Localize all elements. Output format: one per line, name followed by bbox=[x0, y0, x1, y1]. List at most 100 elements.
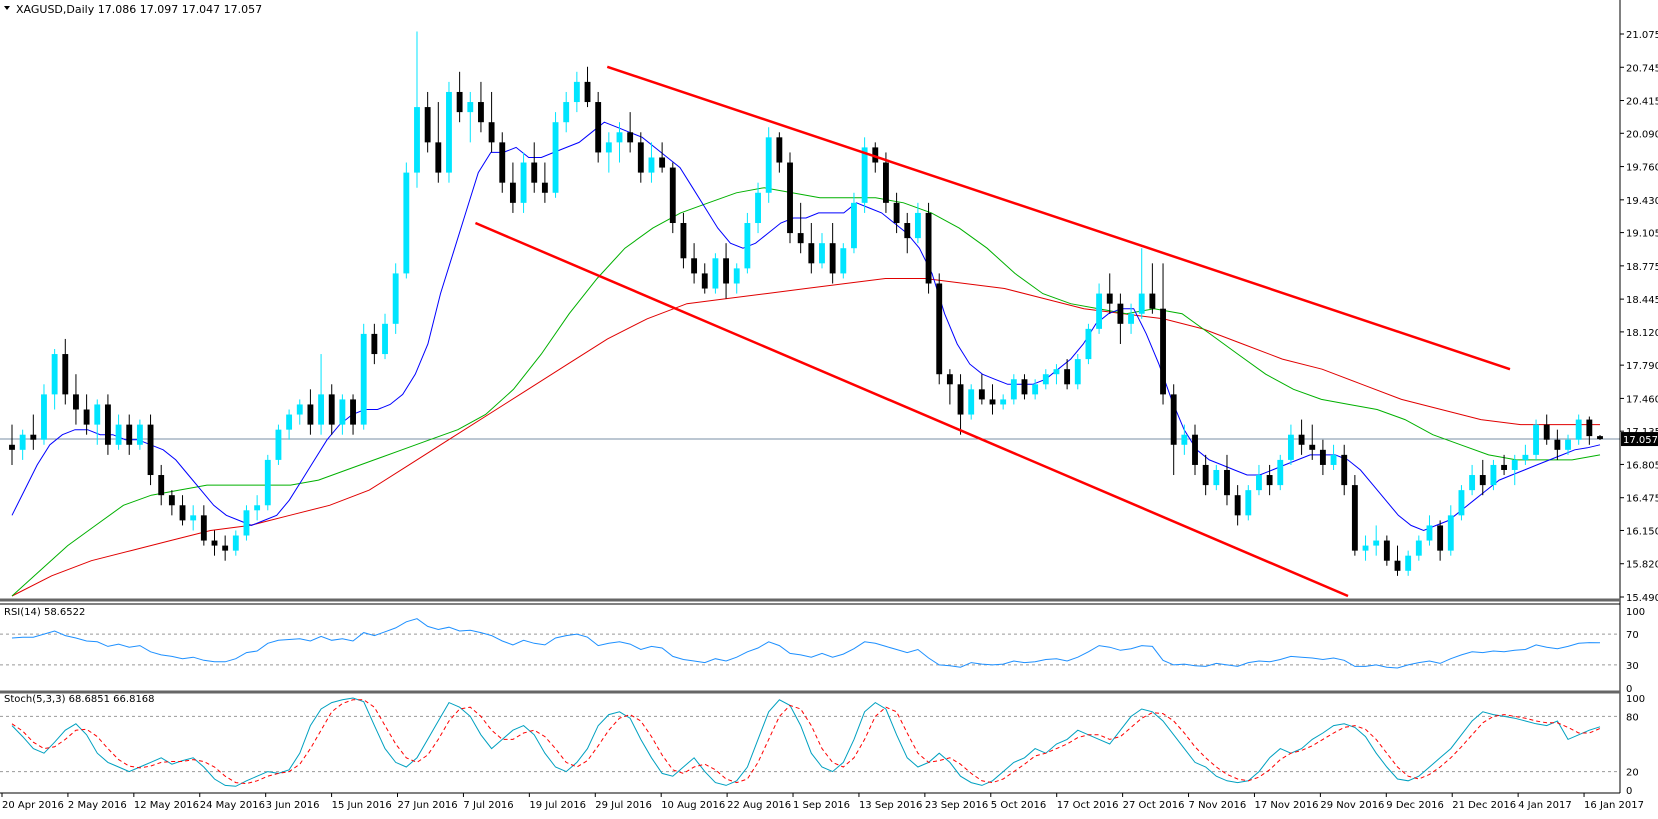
stoch-tick-label: 0 bbox=[1626, 786, 1632, 797]
rsi-pane[interactable] bbox=[0, 618, 1620, 669]
candle-body bbox=[1053, 369, 1060, 375]
candle-body bbox=[648, 157, 655, 173]
candle-body bbox=[94, 404, 101, 425]
candle-body bbox=[723, 258, 729, 284]
y-tick-label: 15.490 bbox=[1626, 593, 1658, 604]
candle-body bbox=[318, 394, 325, 425]
candle-body bbox=[627, 132, 634, 143]
candle-body bbox=[797, 233, 804, 244]
menu-triangle-icon[interactable] bbox=[4, 6, 10, 10]
candle-body bbox=[1117, 303, 1124, 324]
candle-body bbox=[211, 540, 218, 546]
stoch-tick-label: 20 bbox=[1626, 768, 1639, 779]
x-tick-label: 22 Aug 2016 bbox=[727, 800, 791, 811]
y-tick-label: 19.430 bbox=[1626, 196, 1658, 207]
candle-body bbox=[222, 545, 229, 551]
candle-body bbox=[1383, 540, 1390, 561]
candle-body bbox=[968, 389, 975, 415]
candle-body bbox=[392, 273, 399, 324]
candle-body bbox=[1085, 328, 1092, 360]
stoch-pane[interactable] bbox=[0, 697, 1620, 787]
x-tick-label: 16 Jan 2017 bbox=[1584, 800, 1644, 811]
candle-body bbox=[1234, 495, 1241, 516]
rsi-tick-label: 30 bbox=[1626, 661, 1639, 672]
x-tick-label: 1 Sep 2016 bbox=[793, 800, 850, 811]
candle-body bbox=[1106, 293, 1113, 304]
candle-body bbox=[200, 515, 207, 541]
candle-body bbox=[168, 495, 175, 506]
candle-body bbox=[1373, 540, 1380, 546]
candle-body bbox=[307, 404, 314, 425]
candle-body bbox=[73, 394, 79, 410]
x-tick-label: 10 Aug 2016 bbox=[661, 800, 725, 811]
price-pane[interactable] bbox=[0, 31, 1620, 598]
candle-body bbox=[978, 389, 985, 400]
x-tick-label: 20 Apr 2016 bbox=[2, 800, 64, 811]
candle-body bbox=[584, 81, 591, 103]
ma-slow-line bbox=[11, 278, 1600, 597]
y-tick-label: 16.150 bbox=[1626, 526, 1658, 537]
x-tick-label: 27 Jun 2016 bbox=[398, 800, 458, 811]
candle-body bbox=[1319, 449, 1326, 465]
candle-body bbox=[1479, 475, 1486, 486]
candle-body bbox=[573, 81, 580, 103]
candle-body bbox=[914, 212, 921, 239]
rsi-tick-label: 100 bbox=[1626, 607, 1645, 618]
candle-body bbox=[1309, 444, 1316, 450]
candle-body bbox=[925, 212, 932, 284]
candle-body bbox=[552, 122, 559, 193]
x-tick-label: 29 Nov 2016 bbox=[1320, 800, 1384, 811]
candle-body bbox=[126, 424, 133, 445]
candle-body bbox=[232, 535, 239, 551]
candle-body bbox=[1469, 475, 1476, 491]
y-tick-label: 16.805 bbox=[1626, 460, 1658, 471]
candle-body bbox=[1330, 454, 1337, 465]
x-tick-label: 7 Nov 2016 bbox=[1189, 800, 1247, 811]
candle-body bbox=[851, 202, 857, 249]
candle-body bbox=[819, 243, 825, 264]
candle-body bbox=[744, 223, 751, 269]
candle-body bbox=[360, 333, 367, 425]
candle-body bbox=[1032, 384, 1039, 395]
candle-body bbox=[328, 394, 335, 425]
candle-body bbox=[829, 243, 836, 274]
candle-body bbox=[1554, 439, 1561, 450]
candle-body bbox=[776, 137, 783, 163]
candle-body bbox=[541, 182, 548, 193]
candle-body bbox=[1192, 434, 1198, 465]
candle-body bbox=[179, 505, 186, 521]
x-tick-label: 5 Oct 2016 bbox=[991, 800, 1046, 811]
candle-body bbox=[669, 167, 676, 224]
candle-body bbox=[467, 102, 474, 113]
candle-body bbox=[1064, 369, 1071, 385]
candle-body bbox=[147, 424, 154, 476]
candle-body bbox=[446, 91, 452, 173]
candle-body bbox=[1426, 525, 1433, 541]
candle-body bbox=[1042, 374, 1049, 385]
candle-body bbox=[616, 132, 623, 143]
rsi-tick-label: 70 bbox=[1626, 630, 1639, 641]
candle-body bbox=[861, 147, 868, 203]
candle-body bbox=[1490, 464, 1497, 486]
candle-body bbox=[286, 414, 293, 430]
y-tick-label: 19.105 bbox=[1626, 229, 1658, 240]
candle-body bbox=[1000, 399, 1007, 405]
y-tick-label: 21.075 bbox=[1626, 30, 1658, 41]
candle-body bbox=[1522, 454, 1529, 460]
rsi-line bbox=[11, 618, 1601, 669]
x-tick-label: 17 Nov 2016 bbox=[1254, 800, 1318, 811]
candle-body bbox=[1597, 436, 1603, 440]
candle-body bbox=[755, 192, 761, 224]
channel-upper-line bbox=[606, 65, 1511, 371]
candle-body bbox=[41, 394, 47, 440]
candle-body bbox=[563, 102, 570, 123]
channel-lower-line bbox=[474, 221, 1349, 598]
candle-body bbox=[808, 243, 815, 264]
candle-body bbox=[350, 399, 356, 425]
candle-body bbox=[403, 172, 410, 274]
candle-body bbox=[1021, 379, 1028, 395]
stoch-tick-label: 100 bbox=[1626, 694, 1645, 705]
candle-body bbox=[254, 505, 261, 511]
